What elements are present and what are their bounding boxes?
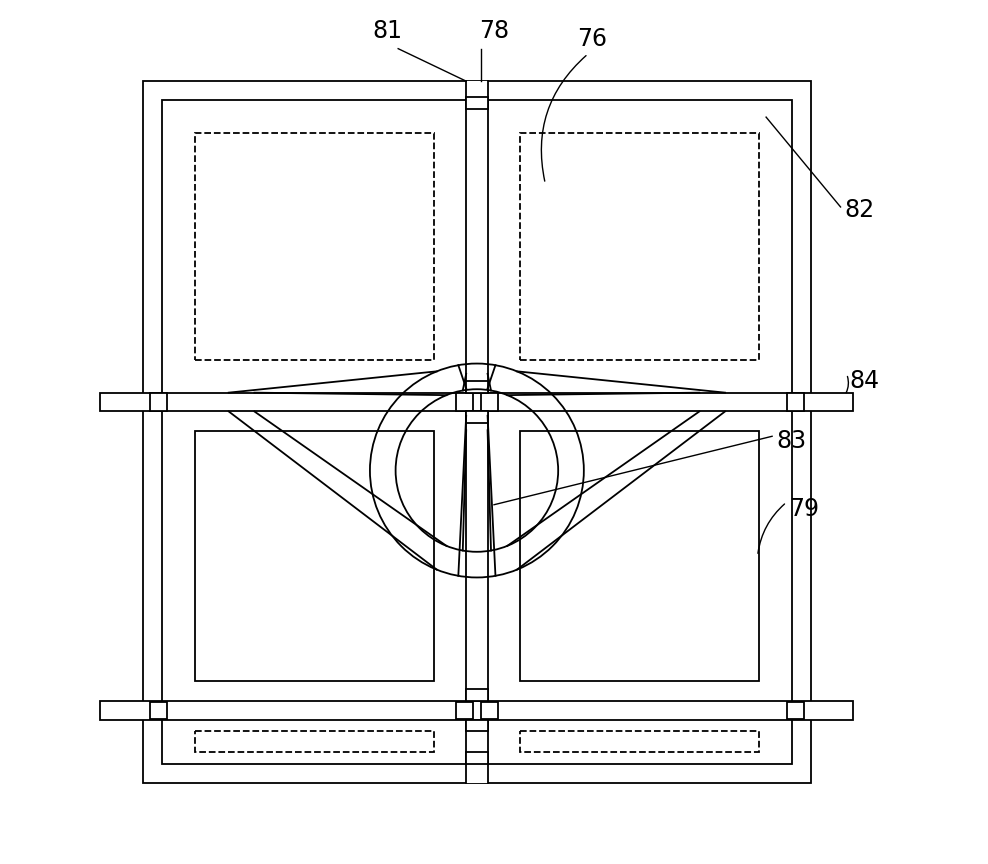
Bar xyxy=(520,431,759,681)
Bar xyxy=(520,732,759,752)
Text: 76: 76 xyxy=(577,28,608,51)
Bar xyxy=(455,393,473,410)
Bar xyxy=(481,702,498,719)
Text: 83: 83 xyxy=(777,429,806,453)
Bar xyxy=(466,97,488,109)
Bar xyxy=(466,689,488,701)
Bar xyxy=(466,720,488,732)
Text: 82: 82 xyxy=(845,198,875,221)
Text: 84: 84 xyxy=(849,369,879,392)
Bar xyxy=(466,411,488,423)
Bar xyxy=(195,431,434,681)
Text: 79: 79 xyxy=(789,497,819,521)
Bar xyxy=(150,393,167,410)
Bar xyxy=(195,732,434,752)
Bar xyxy=(150,702,167,719)
Text: 81: 81 xyxy=(372,19,402,42)
Bar xyxy=(466,381,488,392)
Bar xyxy=(195,132,434,360)
Bar xyxy=(455,702,473,719)
Bar xyxy=(101,392,854,411)
Bar xyxy=(466,81,488,783)
Text: 78: 78 xyxy=(479,19,509,42)
Bar xyxy=(466,752,488,764)
Bar xyxy=(162,100,791,764)
Bar xyxy=(786,393,804,410)
Bar xyxy=(101,701,854,720)
Bar xyxy=(143,81,810,783)
Bar xyxy=(481,393,498,410)
Bar xyxy=(786,702,804,719)
Bar xyxy=(520,132,759,360)
